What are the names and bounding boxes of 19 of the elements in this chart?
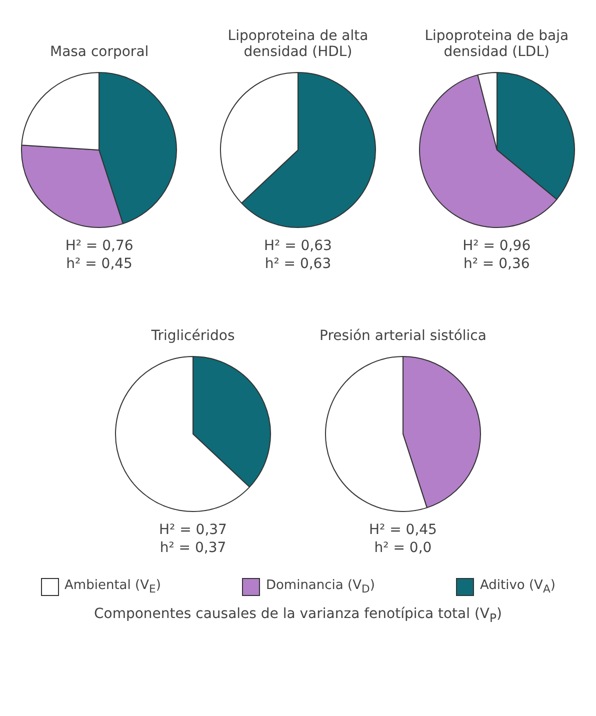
legend-label: Aditivo (V$_{A}$) xyxy=(480,578,556,596)
text: H² = 0,37 xyxy=(159,522,227,538)
text: H² = 0,45 xyxy=(369,522,437,538)
text: Componentes causales de la varianza fenotípica total (V$_{P}$) xyxy=(93,606,503,625)
legend-label: Ambiental (V$_{E}$) xyxy=(64,578,161,596)
chart-title: Triglicéridos xyxy=(150,327,236,344)
text: H² = 0,96 xyxy=(462,238,531,254)
legend-label: Dominancia (V$_{D}$) xyxy=(266,578,375,596)
chart-title: Lipoproteina de baja densidad (LDL) xyxy=(424,27,570,60)
text: H² = 0,76 xyxy=(65,238,134,254)
text: h² = 0,0 xyxy=(374,540,432,556)
text: h² = 0,37 xyxy=(160,540,226,556)
chart-title: Lipoproteina de alta densidad (HDL) xyxy=(226,27,370,60)
text: H² = 0,63 xyxy=(264,238,332,254)
text: h² = 0,45 xyxy=(66,256,132,272)
chart-title: Presión arterial sistólica xyxy=(318,327,488,344)
chart-title: Masa corporal xyxy=(48,43,150,60)
text: h² = 0,63 xyxy=(264,256,332,272)
text: h² = 0,36 xyxy=(463,256,530,272)
